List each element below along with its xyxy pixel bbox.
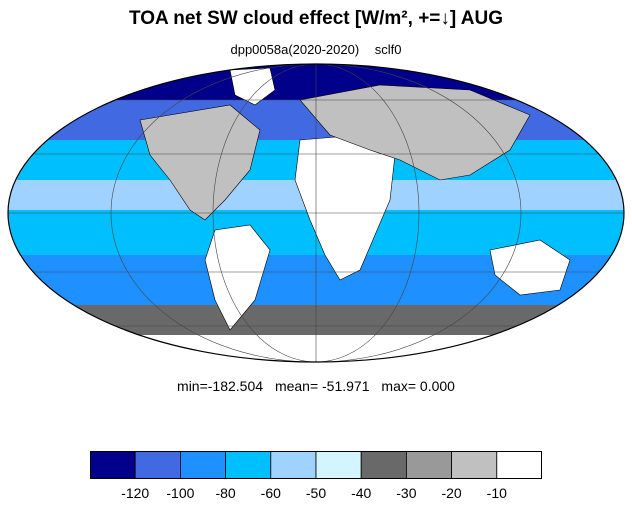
stat-max: max= 0.000	[381, 378, 455, 394]
colorbar-tick-label: -30	[396, 485, 417, 501]
colorbar-box	[225, 451, 272, 479]
colorbar-tick-label: -10	[486, 485, 507, 501]
colorbar-box	[451, 451, 498, 479]
world-map	[7, 63, 625, 363]
colorbar-tick-label: -120	[121, 485, 150, 501]
plot-title: TOA net SW cloud effect [W/m², +=↓] AUG	[128, 8, 504, 29]
colorbar-box	[134, 451, 181, 479]
colorbar-tick-label: -50	[305, 485, 327, 501]
colorbar-box	[496, 451, 542, 479]
graticule-meridian	[110, 64, 522, 362]
colorbar-box	[315, 451, 362, 479]
colorbar-tick-label: -20	[441, 485, 462, 501]
colorbar-box	[360, 451, 407, 479]
north-america	[139, 104, 261, 221]
colorbar-tick-label: -80	[215, 485, 236, 501]
colorbar-box	[405, 451, 452, 479]
australia	[489, 239, 571, 296]
stat-min: min=-182.504	[177, 378, 264, 394]
colorbar-tick-label: -100	[166, 485, 195, 501]
globe-outline	[7, 63, 625, 363]
experiment-label: dpp0058a(2020-2020)	[230, 42, 360, 57]
plot-subtitle: dpp0058a(2020-2020) sclf0	[0, 42, 632, 57]
stat-mean: mean= -51.971	[274, 378, 370, 394]
colorbar-tick-label: -40	[351, 485, 372, 501]
graticule-meridian	[212, 64, 420, 362]
stats-line: min=-182.504 mean= -51.971 max= 0.000	[0, 378, 632, 394]
colorbar-box	[270, 451, 317, 479]
colorbar-ticks: -120 -100 -80 -60 -50 -40 -30 -20 -10	[90, 485, 542, 501]
eurasia	[299, 84, 531, 181]
greenland	[229, 67, 276, 106]
colorbar-frame	[90, 451, 542, 479]
colorbar-tick-label: -60	[260, 485, 281, 501]
south-america	[204, 224, 271, 331]
colorbar	[90, 451, 542, 479]
colorbar-box	[180, 451, 227, 479]
colorbar-box	[90, 451, 136, 479]
variable-label: sclf0	[374, 42, 402, 57]
